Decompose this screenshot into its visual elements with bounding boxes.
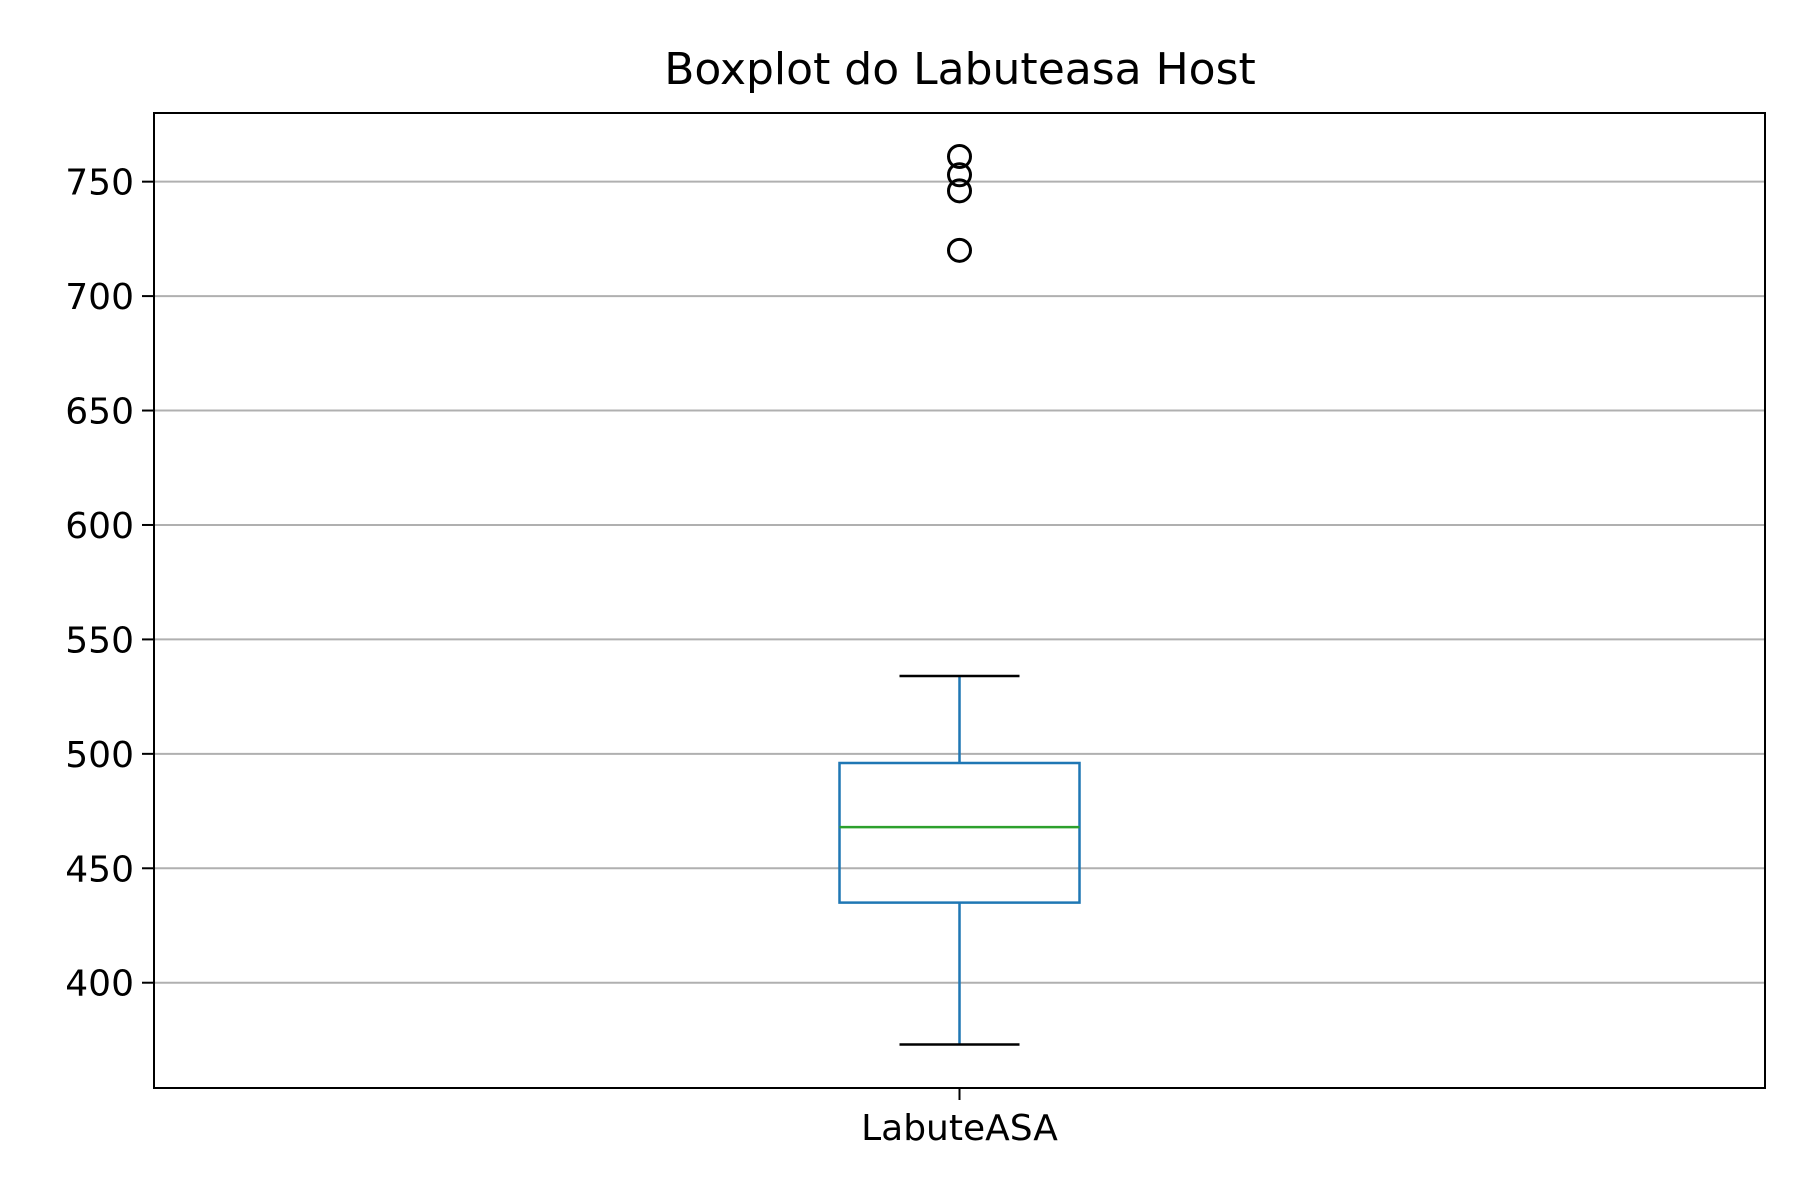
y-tick-label: 750 xyxy=(65,163,134,204)
iqr-box xyxy=(838,761,1081,904)
x-axis: LabuteASA xyxy=(861,1088,1058,1149)
y-tick-label: 450 xyxy=(65,849,134,890)
outlier-point xyxy=(947,143,972,169)
y-tick-label: 400 xyxy=(65,964,134,1005)
x-tick-label: LabuteASA xyxy=(861,1108,1058,1149)
outlier-point xyxy=(947,162,972,188)
chart-title: Boxplot do Labuteasa Host xyxy=(664,44,1256,95)
y-tick-label: 500 xyxy=(65,735,134,776)
outlier-point xyxy=(947,178,972,204)
y-tick-label: 550 xyxy=(65,620,134,661)
y-axis: 400 450 500 550 600 650 700 750 xyxy=(65,163,154,1005)
outlier-point xyxy=(947,237,972,263)
y-tick-label: 700 xyxy=(65,277,134,318)
plot-area xyxy=(838,143,1081,1046)
y-tick-label: 650 xyxy=(65,392,134,433)
y-tick-label: 600 xyxy=(65,506,134,547)
